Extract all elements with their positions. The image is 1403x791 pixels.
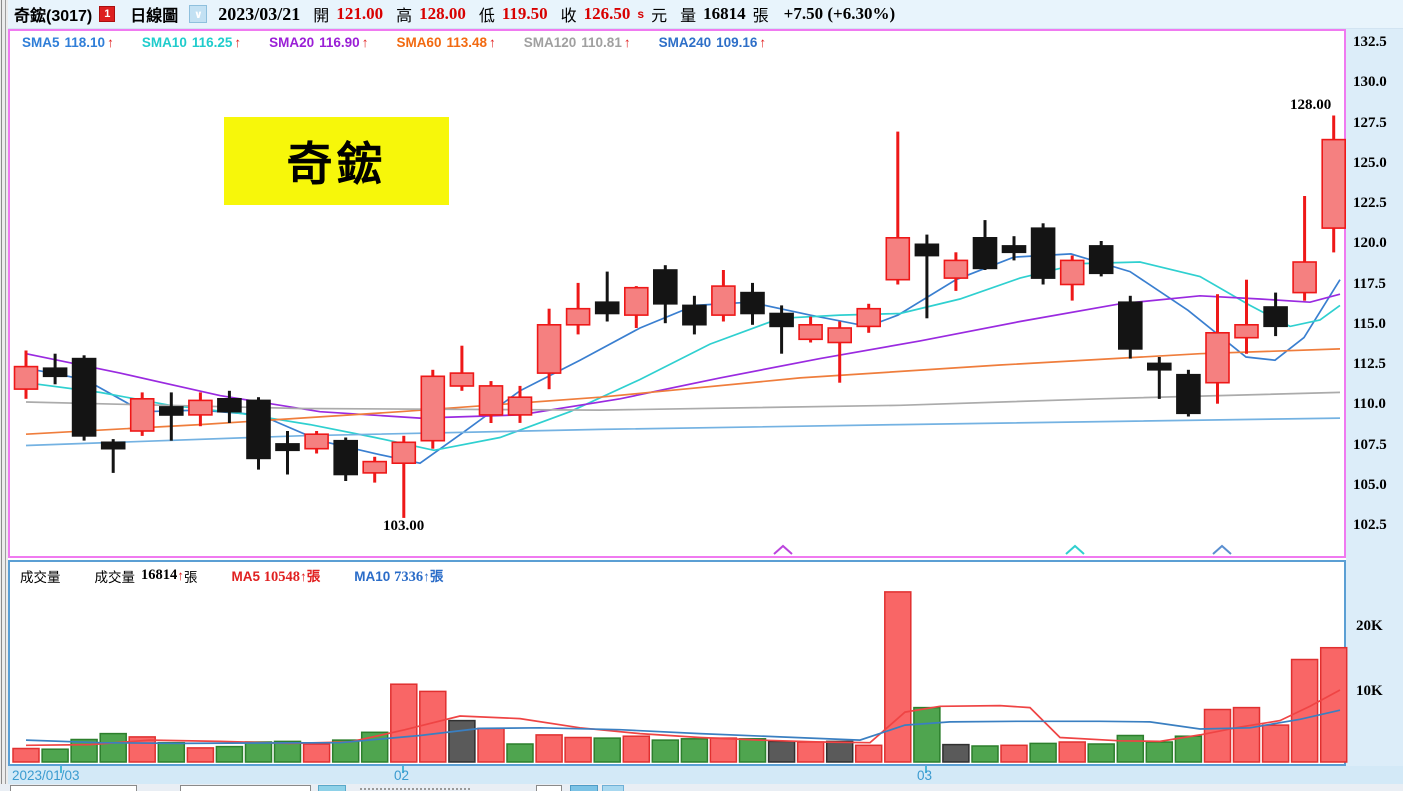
up-arrow-icon: ↑ (177, 568, 184, 583)
splitter-line (5, 0, 6, 791)
date-tick-label: 02 (394, 768, 410, 783)
high-value: 128.00 (419, 4, 466, 23)
currency-unit: 元 (651, 8, 668, 25)
close-value: 126.50 (583, 4, 631, 23)
toolbar-select[interactable] (180, 785, 311, 791)
toolbar-field[interactable] (536, 785, 562, 791)
date-tick (402, 766, 404, 773)
price-tick-label: 127.5 (1353, 114, 1387, 131)
quote-date: 2023/03/21 (218, 3, 301, 24)
price-tick-label: 115.0 (1353, 315, 1386, 332)
price-tick-label: 107.5 (1353, 436, 1387, 453)
toolbar-button[interactable] (318, 785, 346, 791)
open-value: 121.00 (336, 4, 384, 23)
toolbar-button[interactable] (602, 785, 624, 791)
date-tick (925, 766, 927, 773)
axis-margin: 132.5 130.0 127.5 125.0 122.5 120.0 117.5 115.0… (1346, 29, 1403, 766)
chart-type-label[interactable]: 日線圖 (130, 8, 179, 25)
volume-tick-label: 10K (1356, 683, 1383, 699)
volume-item-unit: 張 (184, 569, 198, 585)
sma-legend-sma20: SMA20 116.90 ↑ (269, 35, 369, 50)
close-label: 收 (560, 8, 577, 25)
date-tick-label: 03 (917, 768, 933, 783)
toolbar-text-cutoff (360, 788, 470, 791)
volume-pane-title: 成交量 (20, 569, 61, 585)
price-annotation: 103.00 (383, 518, 425, 534)
price-tick-label: 105.0 (1353, 476, 1387, 493)
volume-ma10-legend: MA10 7336↑張 (354, 569, 444, 585)
date-axis: 2023/01/03 02 03 (8, 766, 1403, 784)
low-value: 119.50 (501, 4, 548, 23)
price-tick-label: 125.0 (1353, 154, 1387, 171)
alert-badge[interactable]: 1 (99, 6, 116, 22)
sma-legend-row: SMA5 118.10 ↑ SMA10 116.25 ↑ SMA20 116.90 ↑ SMA60… (22, 35, 766, 50)
toolbar-button[interactable] (570, 785, 598, 791)
s-mark: s (637, 7, 645, 21)
window-left-splitter[interactable] (0, 0, 8, 791)
volume-item-value: 16814 (141, 567, 178, 583)
volume-tick-label: 20K (1356, 618, 1383, 634)
bottom-toolbar-cutoff (0, 784, 1403, 791)
price-tick-label: 117.5 (1353, 275, 1386, 292)
splitter-line (1, 0, 2, 791)
stock-name: 奇鋐(3017) (14, 8, 93, 25)
price-tick-label: 112.5 (1353, 356, 1386, 372)
volume-value: 16814 (703, 4, 746, 23)
date-tick-label: 2023/01/03 (12, 768, 80, 783)
price-tick-label: 130.0 (1353, 74, 1387, 91)
change-value: +7.50 (+6.30%) (783, 4, 896, 23)
sma-legend-sma240: SMA240 109.16 ↑ (658, 35, 767, 50)
volume-item-label: 成交量 (94, 569, 136, 585)
price-tick-label: 122.5 (1353, 195, 1387, 211)
price-tick-label: 132.5 (1353, 34, 1387, 50)
stock-name-watermark: 奇鋐 (224, 117, 449, 205)
volume-legend-row: 成交量 成交量 16814 ↑ 張 MA5 10548↑張 MA10 7336↑… (20, 565, 443, 586)
price-pane: SMA5 118.10 ↑ SMA10 116.25 ↑ SMA20 116.90 ↑ SMA60… (8, 29, 1346, 558)
volume-label: 量 (680, 8, 697, 25)
date-tick (60, 766, 62, 773)
toolbar-select[interactable] (10, 785, 137, 791)
open-label: 開 (313, 8, 330, 25)
volume-unit: 張 (752, 8, 769, 25)
sma-legend-sma10: SMA10 116.25 ↑ (141, 35, 242, 50)
high-label: 高 (396, 8, 413, 25)
volume-pane: 成交量 成交量 16814 ↑ 張 MA5 10548↑張 MA10 7336↑… (8, 560, 1346, 766)
low-label: 低 (478, 8, 495, 25)
sma-legend-sma5: SMA5 118.10 ↑ (22, 35, 114, 50)
price-tick-label: 102.5 (1353, 517, 1387, 533)
volume-ma5-legend: MA5 10548↑張 (231, 569, 321, 585)
price-annotation: 128.00 (1290, 97, 1332, 113)
price-tick-label: 110.0 (1353, 396, 1386, 413)
sma-legend-sma60: SMA60 113.48 ↑ (396, 35, 496, 50)
price-tick-label: 120.0 (1353, 235, 1387, 252)
header-bar: 奇鋐(3017) 1 日線圖 ∨ 2023/03/21 開 121.00 高 1… (8, 0, 1403, 29)
chevron-down-icon[interactable]: ∨ (189, 5, 208, 23)
sma-legend-sma120: SMA120 110.81 ↑ (523, 35, 631, 50)
